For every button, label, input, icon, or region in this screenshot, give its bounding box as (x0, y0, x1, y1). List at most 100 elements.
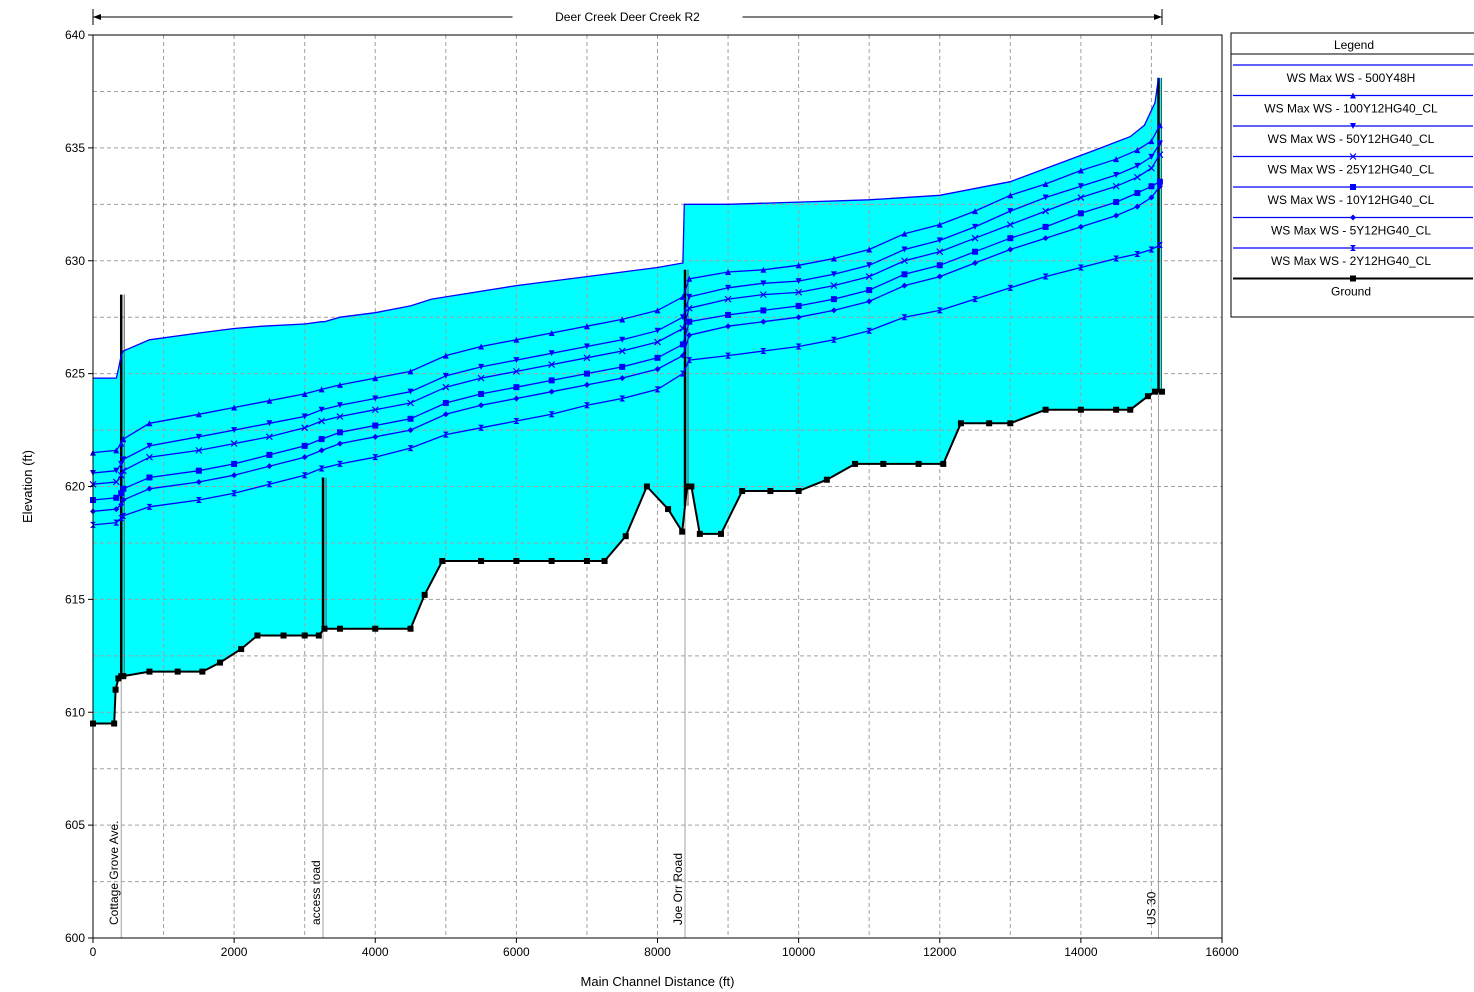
series-marker (936, 307, 943, 314)
water-fill-layer (93, 77, 1162, 724)
series-marker (1006, 221, 1014, 229)
series-marker (118, 440, 125, 447)
series-marker (1077, 210, 1084, 217)
series-marker (901, 257, 908, 265)
bridge-label: US 30 (1144, 891, 1158, 925)
series-marker (583, 370, 590, 377)
series-marker (686, 332, 693, 339)
series-marker (685, 304, 693, 312)
series-marker (146, 503, 153, 510)
series-marker (760, 280, 767, 287)
series-marker (1077, 406, 1084, 413)
series-marker (1148, 246, 1155, 253)
series-marker (1042, 406, 1049, 413)
series-marker (654, 338, 661, 346)
series-marker (407, 368, 414, 375)
series-marker (146, 474, 153, 481)
series-marker (830, 282, 838, 290)
series-marker (1007, 420, 1014, 427)
series-marker (118, 490, 125, 497)
series-marker (601, 557, 608, 564)
series-marker (901, 282, 908, 289)
x-tick-label: 6000 (503, 945, 530, 959)
x-tick-label: 14000 (1064, 945, 1098, 959)
legend-label: WS Max WS - 5Y12HG40_CL (1271, 224, 1431, 238)
series-marker (217, 659, 224, 666)
series-marker (301, 632, 308, 639)
series-marker (619, 336, 626, 343)
reach-arrow-left (93, 14, 101, 20)
series-marker (113, 506, 120, 513)
series-marker (679, 370, 686, 377)
series-marker (583, 402, 590, 409)
series-layer (89, 77, 1166, 727)
x-tick-label: 2000 (221, 945, 248, 959)
series-marker (830, 296, 837, 303)
series-marker (478, 402, 485, 409)
series-marker (619, 363, 626, 370)
series-marker (767, 488, 774, 495)
series-marker (266, 397, 273, 404)
series-marker (442, 383, 450, 391)
series-marker (336, 413, 344, 420)
series-marker (1113, 255, 1120, 262)
series-marker (1148, 138, 1155, 145)
legend-label: Ground (1331, 285, 1371, 299)
series-marker (1156, 241, 1163, 248)
series-marker (725, 323, 732, 330)
series-marker (619, 395, 626, 402)
series-marker (688, 483, 695, 490)
series-marker (315, 632, 322, 639)
y-tick-label: 605 (65, 818, 85, 832)
series-marker (442, 431, 449, 438)
series-marker (120, 456, 127, 463)
series-marker (372, 433, 379, 440)
series-marker (901, 246, 908, 253)
series-marker (795, 278, 802, 285)
series-marker (1042, 194, 1049, 201)
series-marker (318, 417, 326, 425)
series-marker (112, 686, 119, 693)
series-marker (852, 460, 859, 467)
series-marker (725, 284, 732, 291)
series-marker (513, 557, 520, 564)
series-marker (866, 327, 873, 334)
bridge-label: access road (309, 860, 323, 925)
series-marker (265, 433, 273, 441)
x-axis-title: Main Channel Distance (ft) (581, 974, 735, 989)
series-marker (679, 314, 686, 321)
series-marker (336, 381, 343, 388)
series-marker (795, 314, 802, 321)
series-marker (1144, 393, 1151, 400)
series-marker (1113, 212, 1120, 219)
series-marker (407, 427, 414, 434)
series-marker (513, 357, 520, 364)
series-marker (622, 533, 629, 540)
series-marker (686, 275, 693, 282)
series-marker (478, 363, 485, 370)
series-marker (372, 625, 379, 632)
series-marker (548, 411, 555, 418)
series-marker (1350, 92, 1356, 99)
series-marker (1156, 122, 1163, 129)
series-marker (1350, 214, 1356, 221)
series-marker (1112, 182, 1120, 190)
series-marker (301, 454, 308, 461)
series-marker (548, 350, 555, 357)
series-marker (301, 390, 308, 397)
x-tick-label: 0 (90, 945, 97, 959)
series-marker (866, 287, 873, 294)
series-marker (971, 234, 979, 242)
legend-label: WS Max WS - 500Y48H (1287, 71, 1416, 85)
series-marker (238, 646, 245, 653)
series-marker (231, 472, 238, 479)
x-tick-label: 12000 (923, 945, 957, 959)
y-tick-label: 600 (65, 931, 85, 945)
series-marker (318, 447, 325, 454)
series-marker (146, 453, 153, 461)
series-marker (972, 260, 979, 267)
series-marker (759, 291, 767, 299)
y-tick-label: 625 (65, 367, 85, 381)
series-marker (336, 429, 343, 436)
